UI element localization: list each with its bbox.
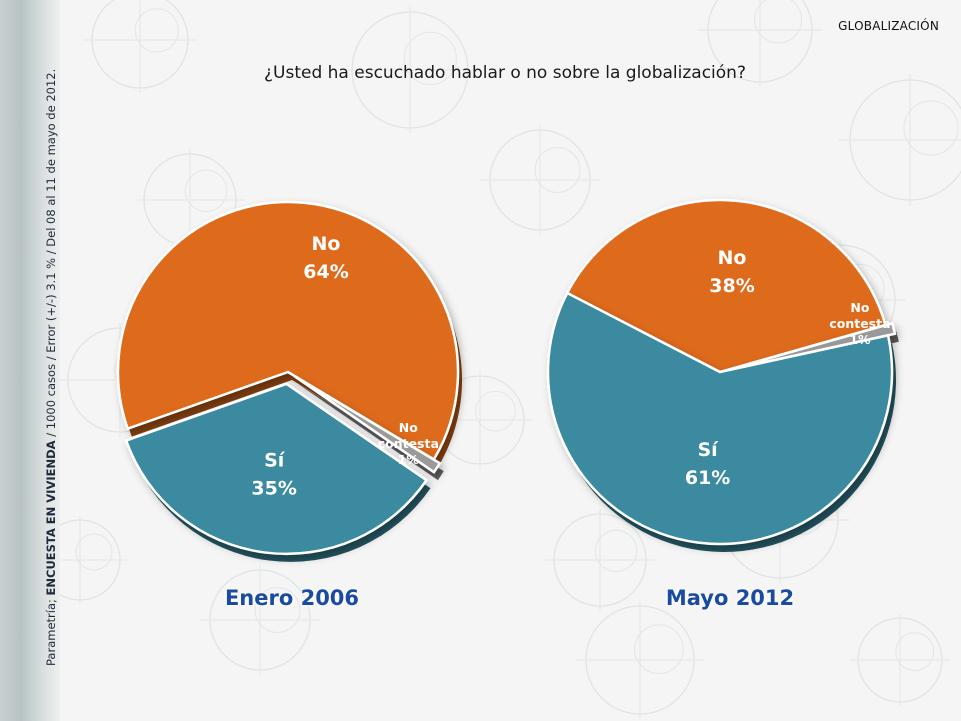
pie-chart-2006: No 64%No contesta 1%Sí 35% [116,200,463,562]
pie-slice-si [546,291,894,546]
bg-motif [544,509,656,611]
bg-motif [340,6,480,134]
slice-label-name: contesta [829,316,890,331]
slice-value-label: 1% [849,332,871,347]
pie-slice-depth-no-contesta [297,383,444,481]
slice-label-name: No [399,420,418,435]
slice-value-label: 64% [303,261,348,283]
slice-label-name: No [312,233,341,255]
pie-slice-no-contesta [726,321,897,372]
slice-label-name: No [850,300,869,315]
slice-label-si: Sí 35% [251,450,296,500]
slice-label-name: contesta [378,436,439,451]
slice-label-no: No 38% [709,247,754,297]
slice-value-label: 61% [685,467,730,489]
slice-label-name: No [718,247,747,269]
slice-label-no: No 64% [303,233,348,283]
bg-motif [838,74,961,206]
slice-value-label: 38% [709,275,754,297]
pie-slice-si [124,382,429,556]
slice-label-no-contesta: No contesta 1% [378,420,439,467]
pie-caption-2006: Enero 2006 [224,586,360,610]
slice-label-name: Sí [698,439,720,461]
question-title: ¿Usted ha escuchado hablar o no sobre la… [264,63,746,83]
bg-motif [849,613,951,707]
pie-caption-2012: Mayo 2012 [665,586,795,610]
slice-label-name: Sí [264,450,286,472]
bg-motif [480,125,600,235]
bg-motif [200,565,320,675]
left-decorative-strip [0,0,60,721]
slice-value-label: 35% [251,478,296,500]
section-label: GLOBALIZACIÓN [838,19,939,33]
bg-motif [82,0,198,93]
slice-value-label: 1% [398,452,420,467]
bg-motif [697,0,823,88]
pie-slice-no-contesta [293,374,442,474]
bg-motif [427,371,533,469]
pie-chart-2012: No 38%No contesta 1%Sí 61% [546,198,899,553]
slice-label-si: Sí 61% [685,439,730,489]
slice-label-no-contesta: No contesta 1% [829,300,890,347]
bg-motif [575,600,705,720]
pie-slice-no [116,200,460,462]
pie-slice-no [565,198,887,374]
